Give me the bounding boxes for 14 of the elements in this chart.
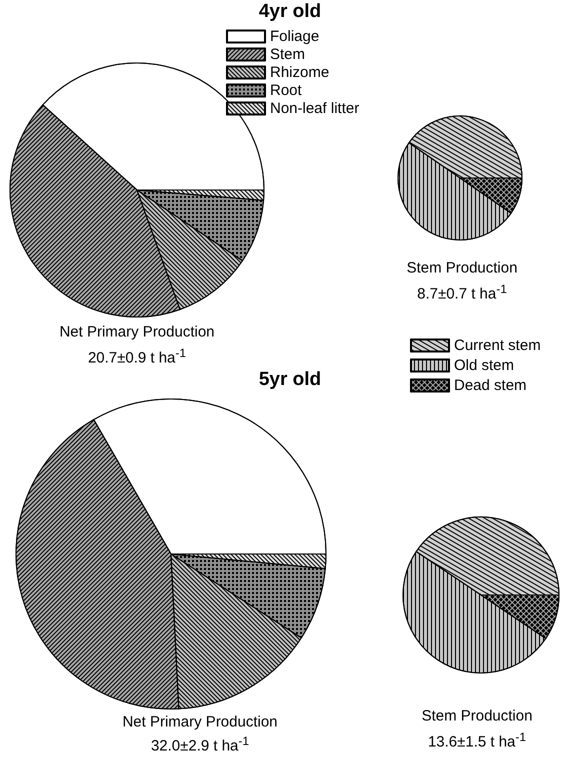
legend-label: Old stem xyxy=(454,357,514,374)
slice-label: 4yr old xyxy=(258,1,322,22)
legend-label: Stem xyxy=(270,46,306,63)
text: Stem Production xyxy=(422,708,532,724)
slice-label: 5yr old xyxy=(258,369,322,390)
legend-label: Foliage xyxy=(270,28,320,45)
legend-label: Dead stem xyxy=(454,377,527,394)
legend-label: Root xyxy=(270,82,303,99)
text: Net Primary Production xyxy=(59,324,215,340)
legend-label: Non-leaf litter xyxy=(270,100,360,117)
text: Net Primary Production xyxy=(122,714,278,730)
text: Stem Production xyxy=(406,260,518,276)
legend-label: Current stem xyxy=(454,337,541,354)
legend-label: Rhizome xyxy=(270,64,330,81)
